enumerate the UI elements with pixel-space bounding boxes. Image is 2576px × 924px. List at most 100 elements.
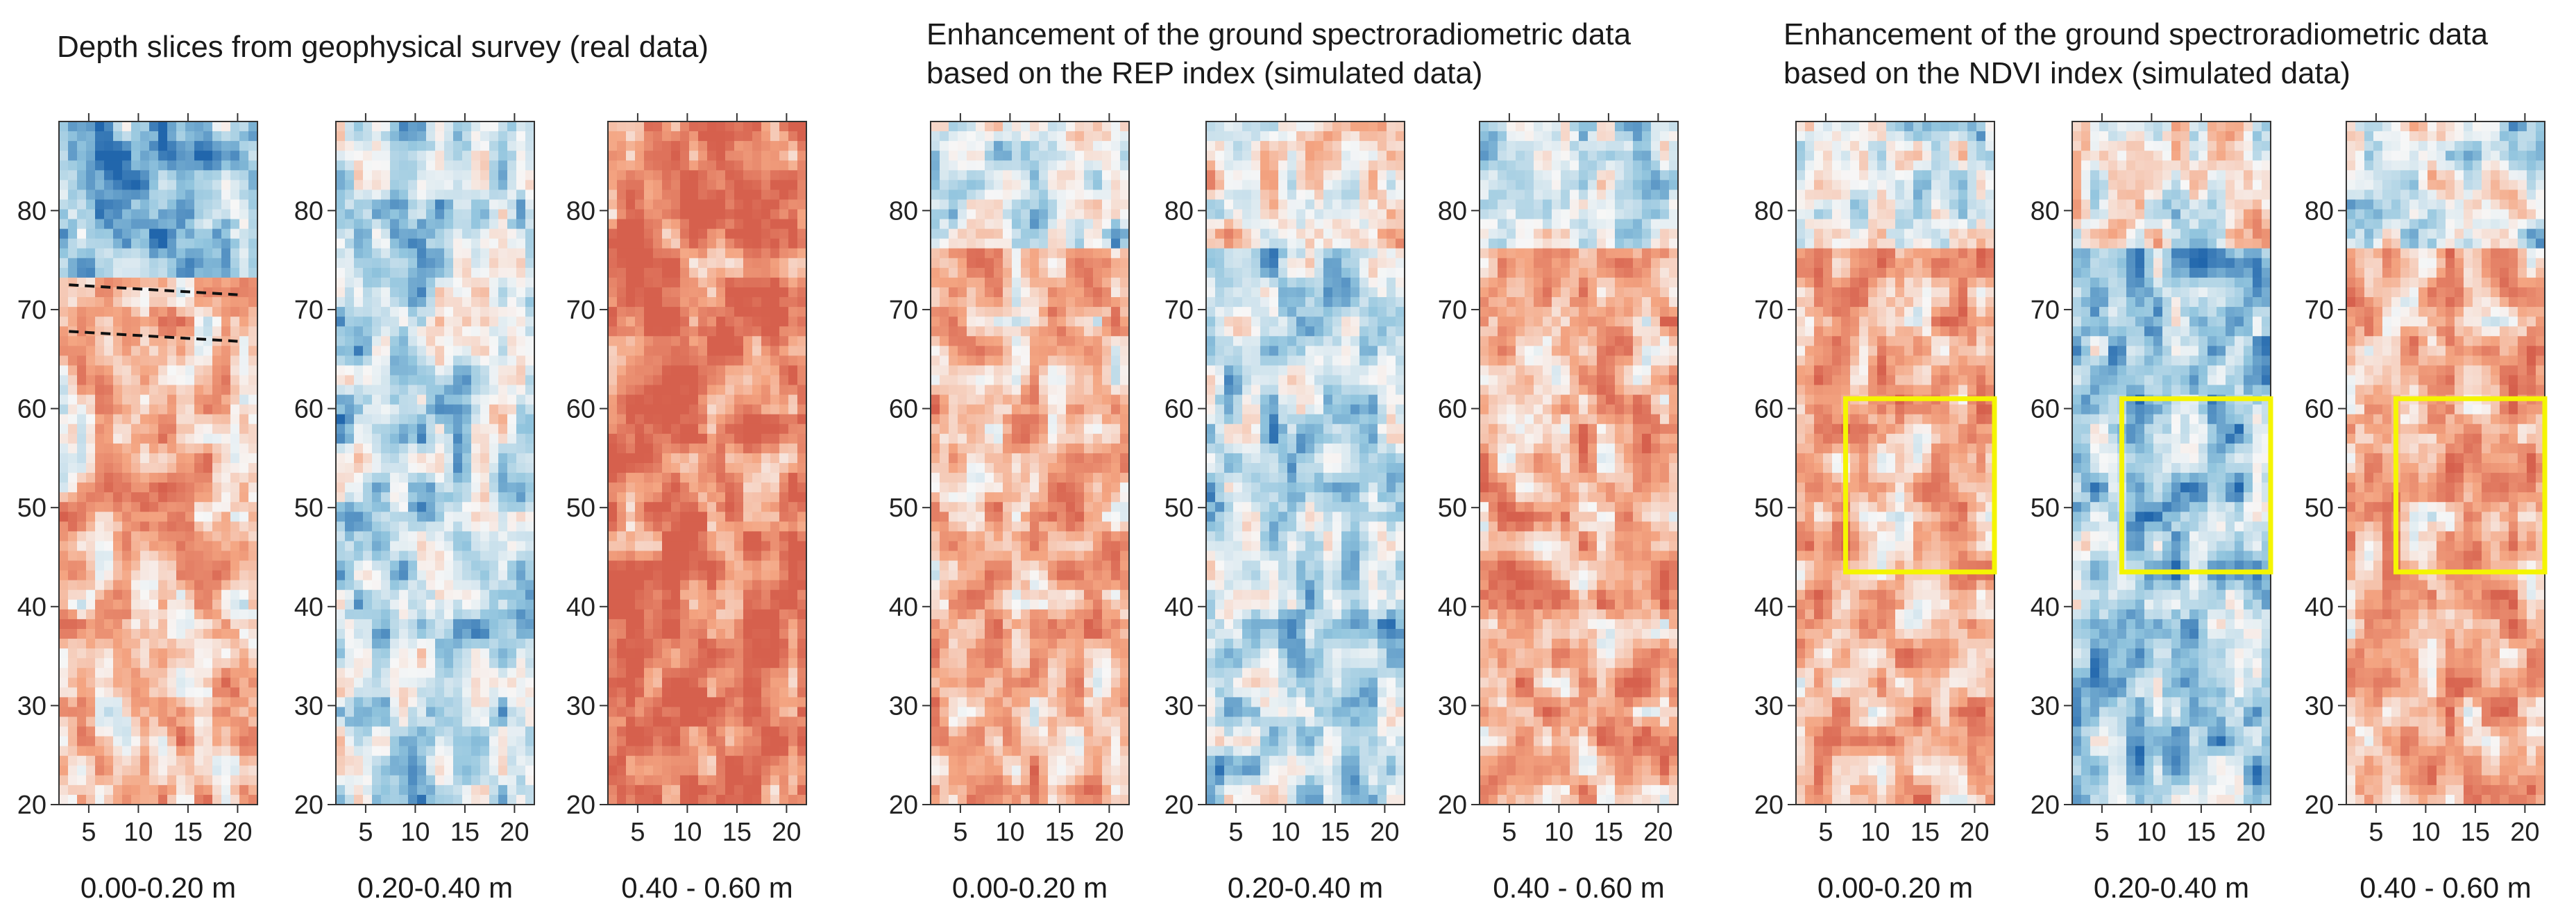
heatmap-cell (212, 238, 222, 249)
heatmap-cell (417, 219, 427, 230)
heatmap-cell (680, 619, 690, 630)
heatmap-cell (671, 365, 681, 376)
heatmap-cell (626, 228, 636, 240)
heatmap-cell (498, 365, 508, 376)
heatmap-cell (671, 199, 681, 210)
heatmap-cell (426, 628, 436, 639)
heatmap-cell (176, 190, 186, 201)
heatmap-cell (408, 160, 418, 171)
heatmap-cell (381, 365, 391, 376)
heatmap-cell (149, 658, 159, 669)
heatmap-cell (435, 404, 445, 415)
heatmap-cell (734, 746, 744, 757)
heatmap-cell (149, 512, 159, 522)
heatmap-cell (140, 609, 150, 620)
heatmap-cell (194, 580, 204, 591)
heatmap-cell (662, 385, 672, 396)
heatmap-cell (122, 463, 132, 473)
heatmap-cell (734, 160, 744, 171)
heatmap-cell (86, 765, 96, 776)
heatmap-cell (176, 541, 186, 552)
heatmap-cell (644, 502, 654, 512)
heatmap-cell (797, 619, 807, 630)
heatmap-cell (507, 336, 517, 346)
heatmap-cell (59, 482, 69, 493)
heatmap-cell (86, 238, 96, 249)
heatmap-cell (644, 765, 654, 776)
heatmap-cell (671, 453, 681, 464)
y-tick-label: 60 (17, 395, 46, 424)
heatmap-cell (426, 141, 436, 151)
heatmap-cell (203, 404, 213, 415)
heatmap-cell (363, 755, 373, 766)
heatmap-cell (516, 736, 526, 747)
heatmap-cell (480, 317, 490, 327)
heatmap-cell (390, 580, 400, 591)
heatmap-cell (239, 219, 249, 230)
heatmap-cell (1066, 228, 1076, 240)
heatmap-cell (345, 287, 355, 298)
heatmap-cell (444, 482, 454, 493)
heatmap-cell (797, 492, 807, 503)
heatmap-cell (779, 365, 789, 376)
heatmap-cell (167, 453, 177, 464)
heatmap-cell (779, 628, 789, 639)
heatmap-cell (698, 141, 708, 151)
heatmap-cell (698, 394, 708, 405)
heatmap-cell (113, 258, 123, 269)
heatmap-cell (788, 433, 798, 444)
heatmap-cell (104, 658, 114, 669)
heatmap-cell (77, 287, 87, 298)
heatmap-cell (390, 248, 400, 259)
heatmap-cell (471, 687, 481, 698)
heatmap-cell (626, 746, 636, 757)
heatmap-cell (230, 453, 240, 464)
heatmap-cell (689, 541, 699, 552)
heatmap-cell (608, 267, 618, 278)
heatmap-cell (1057, 160, 1067, 171)
heatmap-cell (770, 248, 780, 259)
heatmap-cell (95, 589, 105, 600)
heatmap-cell (399, 746, 409, 757)
heatmap-cell (931, 121, 940, 132)
heatmap-cell (203, 346, 213, 356)
heatmap-cell (185, 502, 195, 512)
heatmap-cell (716, 414, 726, 425)
heatmap-cell (176, 228, 186, 240)
heatmap-cell (86, 648, 96, 659)
heatmap-cell (1021, 219, 1031, 230)
heatmap-cell (122, 775, 132, 786)
heatmap-cell (185, 716, 195, 728)
heatmap-cell (644, 267, 654, 278)
heatmap-cell (797, 473, 807, 483)
heatmap-cell (1120, 141, 1130, 151)
heatmap-cell (797, 355, 807, 367)
heatmap-cell (1003, 151, 1012, 161)
heatmap-cell (725, 365, 735, 376)
heatmap-cell (221, 248, 231, 259)
heatmap-cell (435, 784, 445, 796)
heatmap-cell (239, 609, 249, 620)
heatmap-cell (453, 228, 463, 240)
heatmap-cell (203, 648, 213, 659)
heatmap-cell (68, 551, 78, 562)
heatmap-cell (707, 355, 717, 367)
heatmap-cell (498, 121, 508, 132)
heatmap-cell (698, 404, 708, 415)
heatmap-cell (1021, 190, 1031, 201)
heatmap-cell (752, 394, 762, 405)
heatmap-cell (626, 551, 636, 562)
heatmap-cell (743, 209, 753, 220)
heatmap-cell (498, 355, 508, 367)
heatmap-cell (158, 551, 168, 562)
heatmap-cell (453, 326, 463, 337)
heatmap-cell (212, 404, 222, 415)
heatmap-cell (1093, 209, 1103, 220)
heatmap-cell (381, 560, 391, 571)
heatmap-cell (185, 551, 195, 562)
heatmap-cell (194, 551, 204, 562)
heatmap-cell (444, 707, 454, 718)
heatmap-cell (104, 521, 114, 532)
heatmap-cell (372, 297, 382, 308)
heatmap-cell (113, 355, 123, 367)
